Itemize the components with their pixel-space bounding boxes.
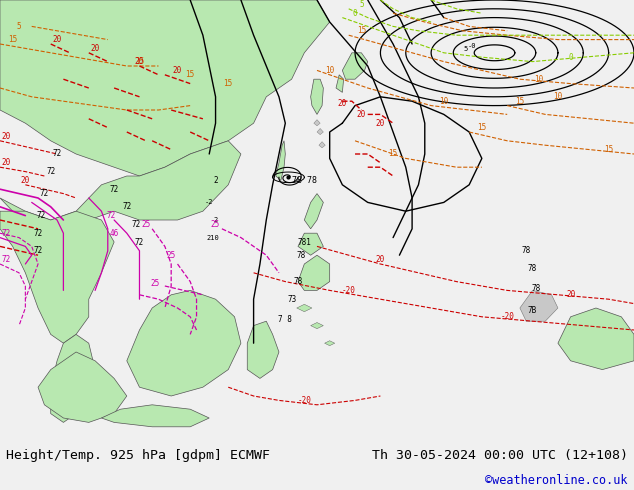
Text: 78: 78 — [294, 277, 302, 286]
Text: 78: 78 — [528, 264, 537, 273]
Text: 210: 210 — [206, 235, 219, 241]
Text: 2: 2 — [213, 176, 218, 185]
Text: 20: 20 — [91, 44, 100, 53]
Text: 15: 15 — [224, 79, 233, 88]
Text: 25: 25 — [151, 279, 160, 288]
Text: ©weatheronline.co.uk: ©weatheronline.co.uk — [485, 473, 628, 487]
Text: 72: 72 — [34, 229, 42, 238]
Text: 15: 15 — [357, 26, 366, 35]
Text: -0: -0 — [468, 43, 477, 49]
Polygon shape — [319, 142, 325, 148]
Polygon shape — [38, 352, 127, 422]
Text: 7B: 7B — [528, 306, 537, 315]
Text: 10: 10 — [439, 97, 448, 106]
Text: 10: 10 — [534, 74, 543, 84]
Text: 5: 5 — [464, 46, 468, 52]
Polygon shape — [0, 211, 114, 343]
Text: 72: 72 — [46, 167, 55, 176]
Text: 78: 78 — [297, 251, 306, 260]
Text: 10: 10 — [553, 92, 562, 101]
Text: 2: 2 — [214, 217, 217, 223]
Text: 78: 78 — [522, 246, 531, 255]
Polygon shape — [51, 334, 95, 422]
Text: 46: 46 — [110, 229, 119, 238]
Text: -20: -20 — [500, 312, 514, 321]
Text: 15: 15 — [389, 149, 398, 158]
Text: 15: 15 — [604, 145, 613, 154]
Polygon shape — [311, 322, 323, 329]
Polygon shape — [558, 308, 634, 369]
Text: 20: 20 — [173, 66, 182, 75]
Text: 72: 72 — [107, 211, 115, 220]
Text: 5: 5 — [359, 0, 364, 9]
Text: -20: -20 — [297, 396, 311, 405]
Text: 0: 0 — [353, 9, 358, 18]
Text: 20: 20 — [376, 119, 385, 128]
Text: 20: 20 — [135, 57, 144, 66]
Text: 78: 78 — [531, 284, 540, 293]
Text: 15: 15 — [477, 123, 486, 132]
Polygon shape — [520, 291, 558, 321]
Polygon shape — [304, 194, 323, 229]
Polygon shape — [0, 141, 241, 229]
Polygon shape — [298, 255, 330, 291]
Text: 72: 72 — [37, 211, 46, 220]
Polygon shape — [342, 53, 368, 79]
Text: 20: 20 — [53, 35, 61, 44]
Text: 20: 20 — [21, 176, 30, 185]
Text: 20: 20 — [357, 110, 366, 119]
Text: 72: 72 — [34, 246, 42, 255]
Text: 15: 15 — [8, 35, 17, 44]
Text: 20: 20 — [2, 132, 11, 141]
Text: 20: 20 — [376, 255, 385, 264]
Text: 72: 72 — [110, 185, 119, 194]
Polygon shape — [317, 128, 323, 135]
Text: 5: 5 — [16, 22, 22, 31]
Polygon shape — [298, 233, 323, 255]
Text: 20: 20 — [566, 290, 575, 299]
Polygon shape — [101, 405, 209, 427]
Text: 15: 15 — [135, 57, 144, 66]
Polygon shape — [325, 341, 335, 345]
Text: 10: 10 — [325, 66, 334, 75]
Text: 78 78: 78 78 — [292, 176, 317, 185]
Text: -20: -20 — [342, 286, 356, 295]
Polygon shape — [247, 321, 279, 378]
Text: 781: 781 — [297, 238, 311, 246]
Text: 25: 25 — [211, 220, 220, 229]
Text: 0: 0 — [568, 53, 573, 62]
Text: 7 8: 7 8 — [278, 315, 292, 323]
Polygon shape — [311, 79, 323, 114]
Text: -2: -2 — [205, 199, 214, 205]
Polygon shape — [0, 0, 330, 176]
Text: 72: 72 — [135, 238, 144, 246]
Polygon shape — [276, 141, 285, 180]
Text: 73: 73 — [287, 294, 296, 304]
Text: 72: 72 — [40, 189, 49, 198]
Polygon shape — [127, 291, 241, 396]
Polygon shape — [314, 120, 320, 126]
Text: 15: 15 — [515, 97, 524, 106]
Text: 72: 72 — [2, 255, 11, 264]
Text: 25: 25 — [167, 251, 176, 260]
Text: 72: 72 — [132, 220, 141, 229]
Polygon shape — [297, 304, 312, 312]
Text: 72: 72 — [2, 229, 11, 238]
Text: 20: 20 — [2, 158, 11, 167]
Text: 20: 20 — [338, 99, 347, 108]
Text: 72: 72 — [122, 202, 131, 211]
Text: 15: 15 — [186, 70, 195, 79]
Text: Height/Temp. 925 hPa [gdpm] ECMWF: Height/Temp. 925 hPa [gdpm] ECMWF — [6, 448, 270, 462]
Text: 25: 25 — [141, 220, 150, 229]
Text: 72: 72 — [53, 149, 61, 158]
Text: Th 30-05-2024 00:00 UTC (12+108): Th 30-05-2024 00:00 UTC (12+108) — [372, 448, 628, 462]
Polygon shape — [336, 75, 344, 93]
